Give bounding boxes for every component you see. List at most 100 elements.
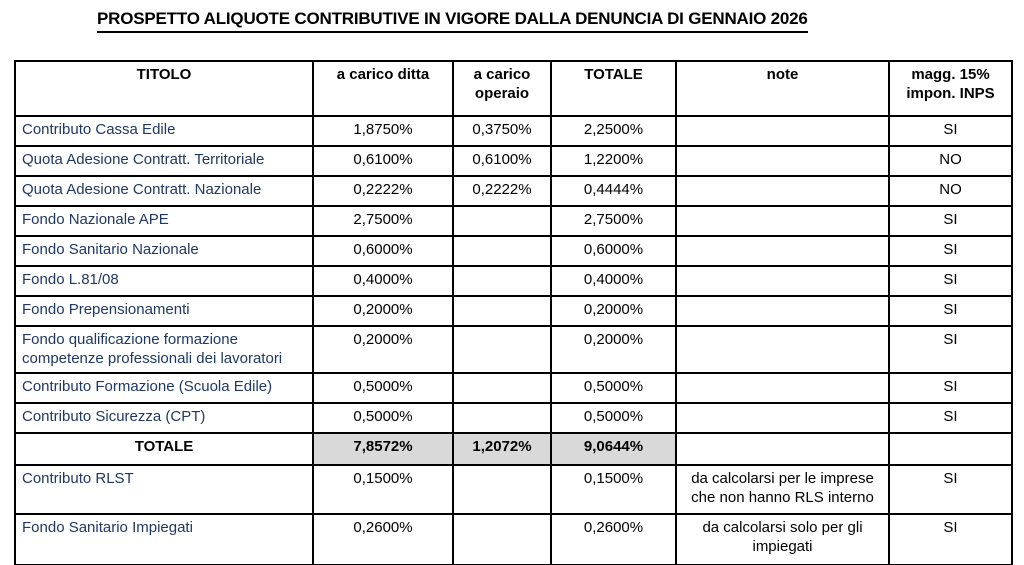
page-title: PROSPETTO ALIQUOTE CONTRIBUTIVE IN VIGOR… [97, 9, 808, 33]
totale-value: 0,2600% [550, 513, 677, 565]
totale-value: 2,2500% [550, 115, 677, 147]
magg-flag: NO [888, 175, 1013, 207]
ditta-value: 0,2222% [312, 175, 454, 207]
totals-operaio-value: 1,2072% [452, 432, 552, 466]
magg-flag: SI [888, 464, 1013, 515]
ditta-value: 0,5000% [312, 402, 454, 434]
ditta-value: 0,6000% [312, 235, 454, 267]
totale-value: 0,1500% [550, 464, 677, 515]
totale-value: 0,4000% [550, 265, 677, 297]
operaio-value [452, 295, 552, 327]
note-cell: da calcolarsi per le imprese che non han… [675, 464, 890, 515]
magg-flag: SI [888, 513, 1013, 565]
column-header-totale: TOTALE [550, 60, 677, 117]
table-row: Fondo L.81/08 0,4000% 0,4000% SI [14, 265, 1013, 297]
magg-flag: SI [888, 402, 1013, 434]
operaio-value [452, 464, 552, 515]
column-header-magg-inps: magg. 15% impon. INPS [888, 60, 1013, 117]
operaio-value [452, 372, 552, 404]
table-row: Contributo Formazione (Scuola Edile) 0,5… [14, 372, 1013, 404]
row-title: Fondo Prepensionamenti [14, 295, 314, 327]
row-title: Contributo RLST [14, 464, 314, 515]
contribution-rates-table: TITOLO a carico ditta a carico operaio T… [14, 60, 1013, 565]
table-row: Contributo RLST 0,1500% 0,1500% da calco… [14, 464, 1013, 515]
magg-flag: SI [888, 235, 1013, 267]
note-cell [675, 372, 890, 404]
row-title: Fondo L.81/08 [14, 265, 314, 297]
totale-value: 0,2000% [550, 295, 677, 327]
magg-flag [888, 432, 1013, 466]
note-cell: da calcolarsi solo per gli impiegati [675, 513, 890, 565]
table-row: Fondo Prepensionamenti 0,2000% 0,2000% S… [14, 295, 1013, 327]
operaio-value: 0,3750% [452, 115, 552, 147]
title-row: PROSPETTO ALIQUOTE CONTRIBUTIVE IN VIGOR… [97, 9, 1024, 33]
operaio-value [452, 235, 552, 267]
note-cell [675, 145, 890, 177]
note-cell [675, 235, 890, 267]
row-title: Fondo Nazionale APE [14, 205, 314, 237]
column-header-carico-ditta: a carico ditta [312, 60, 454, 117]
magg-flag: SI [888, 325, 1013, 374]
note-cell [675, 325, 890, 374]
table-row: Contributo Cassa Edile 1,8750% 0,3750% 2… [14, 115, 1013, 147]
ditta-value: 0,6100% [312, 145, 454, 177]
table-row: Fondo qualificazione formazione competen… [14, 325, 1013, 374]
ditta-value: 2,7500% [312, 205, 454, 237]
magg-flag: SI [888, 115, 1013, 147]
row-title: Fondo Sanitario Impiegati [14, 513, 314, 565]
operaio-value [452, 205, 552, 237]
magg-flag: SI [888, 205, 1013, 237]
operaio-value [452, 402, 552, 434]
note-cell [675, 115, 890, 147]
row-title: Contributo Cassa Edile [14, 115, 314, 147]
table-row: Quota Adesione Contratt. Territoriale 0,… [14, 145, 1013, 177]
magg-flag: SI [888, 265, 1013, 297]
ditta-value: 0,2000% [312, 325, 454, 374]
column-header-titolo: TITOLO [14, 60, 314, 117]
totals-totale-value: 9,0644% [550, 432, 677, 466]
table-row: Quota Adesione Contratt. Nazionale 0,222… [14, 175, 1013, 207]
totale-value: 0,6000% [550, 235, 677, 267]
ditta-value: 1,8750% [312, 115, 454, 147]
table-row: Fondo Sanitario Impiegati 0,2600% 0,2600… [14, 513, 1013, 565]
note-cell [675, 205, 890, 237]
header-row: TITOLO a carico ditta a carico operaio T… [14, 60, 1013, 117]
note-cell [675, 265, 890, 297]
table-row: Contributo Sicurezza (CPT) 0,5000% 0,500… [14, 402, 1013, 434]
magg-flag: SI [888, 372, 1013, 404]
row-title: Fondo Sanitario Nazionale [14, 235, 314, 267]
ditta-value: 0,1500% [312, 464, 454, 515]
operaio-value: 0,2222% [452, 175, 552, 207]
row-title: Contributo Formazione (Scuola Edile) [14, 372, 314, 404]
note-cell [675, 402, 890, 434]
row-title: Contributo Sicurezza (CPT) [14, 402, 314, 434]
operaio-value [452, 325, 552, 374]
totale-value: 0,5000% [550, 372, 677, 404]
ditta-value: 0,5000% [312, 372, 454, 404]
note-cell [675, 295, 890, 327]
totale-value: 2,7500% [550, 205, 677, 237]
column-header-note: note [675, 60, 890, 117]
note-cell [675, 175, 890, 207]
row-title: Quota Adesione Contratt. Nazionale [14, 175, 314, 207]
ditta-value: 0,4000% [312, 265, 454, 297]
operaio-value: 0,6100% [452, 145, 552, 177]
totals-ditta-value: 7,8572% [312, 432, 454, 466]
column-header-carico-operaio: a carico operaio [452, 60, 552, 117]
note-cell [675, 432, 890, 466]
totale-value: 0,5000% [550, 402, 677, 434]
totale-value: 0,2000% [550, 325, 677, 374]
row-title: Fondo qualificazione formazione competen… [14, 325, 314, 374]
operaio-value [452, 265, 552, 297]
table-row: Fondo Sanitario Nazionale 0,6000% 0,6000… [14, 235, 1013, 267]
ditta-value: 0,2600% [312, 513, 454, 565]
totals-row: TOTALE 7,8572% 1,2072% 9,0644% [14, 432, 1013, 466]
operaio-value [452, 513, 552, 565]
totale-value: 0,4444% [550, 175, 677, 207]
row-title: Quota Adesione Contratt. Territoriale [14, 145, 314, 177]
totals-label: TOTALE [14, 432, 314, 466]
totale-value: 1,2200% [550, 145, 677, 177]
table-row: Fondo Nazionale APE 2,7500% 2,7500% SI [14, 205, 1013, 237]
ditta-value: 0,2000% [312, 295, 454, 327]
